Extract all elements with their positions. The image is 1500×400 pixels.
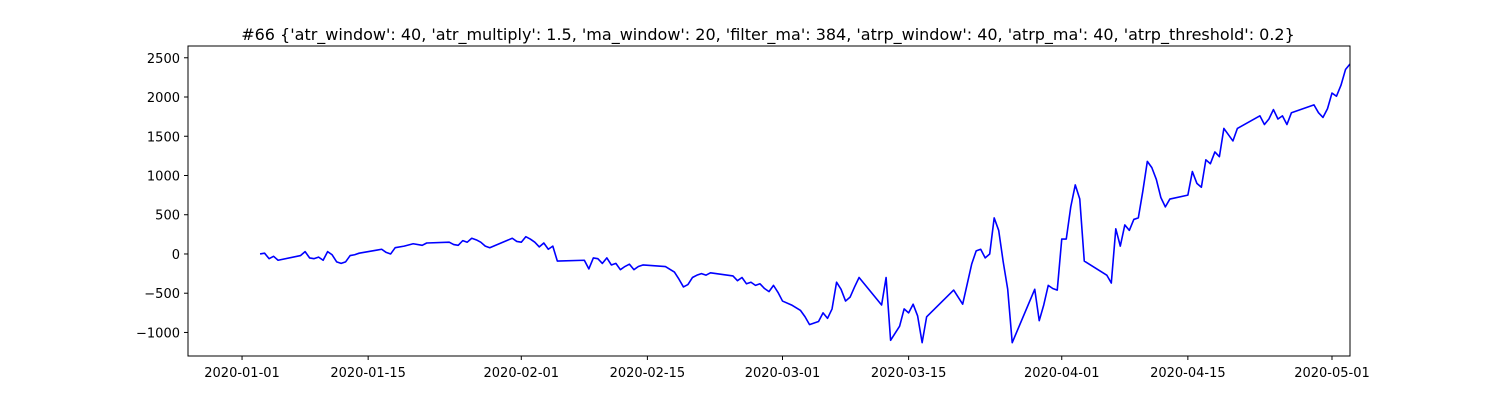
y-tick-label: 2500	[147, 52, 180, 67]
y-tick-label: −1000	[136, 326, 180, 341]
x-tick-label: 2020-04-01	[1024, 366, 1100, 381]
x-tick-label: 2020-04-15	[1150, 366, 1226, 381]
x-tick-label: 2020-02-01	[484, 366, 560, 381]
y-tick-label: 2000	[147, 91, 180, 106]
series-line-0	[259, 63, 1351, 344]
x-tick-label: 2020-02-15	[610, 366, 686, 381]
x-tick-label: 2020-03-01	[745, 366, 821, 381]
y-tick-label: −500	[144, 287, 180, 302]
y-tick-label: 0	[172, 248, 180, 263]
x-tick-label: 2020-01-15	[330, 366, 406, 381]
y-tick-label: 1500	[147, 130, 180, 145]
x-tick-label: 2020-01-01	[204, 366, 280, 381]
chart-title: #66 {'atr_window': 40, 'atr_multiply': 1…	[241, 25, 1295, 45]
plot-frame	[187, 45, 1351, 357]
y-tick-label: 500	[155, 209, 180, 224]
x-tick-label: 2020-05-01	[1294, 366, 1370, 381]
y-tick-label: 1000	[147, 169, 180, 184]
plot-area: 2020-01-01 2020-01-15 2020-02-01 2020-02-15…	[136, 45, 1370, 381]
x-tick-label: 2020-03-15	[871, 366, 947, 381]
